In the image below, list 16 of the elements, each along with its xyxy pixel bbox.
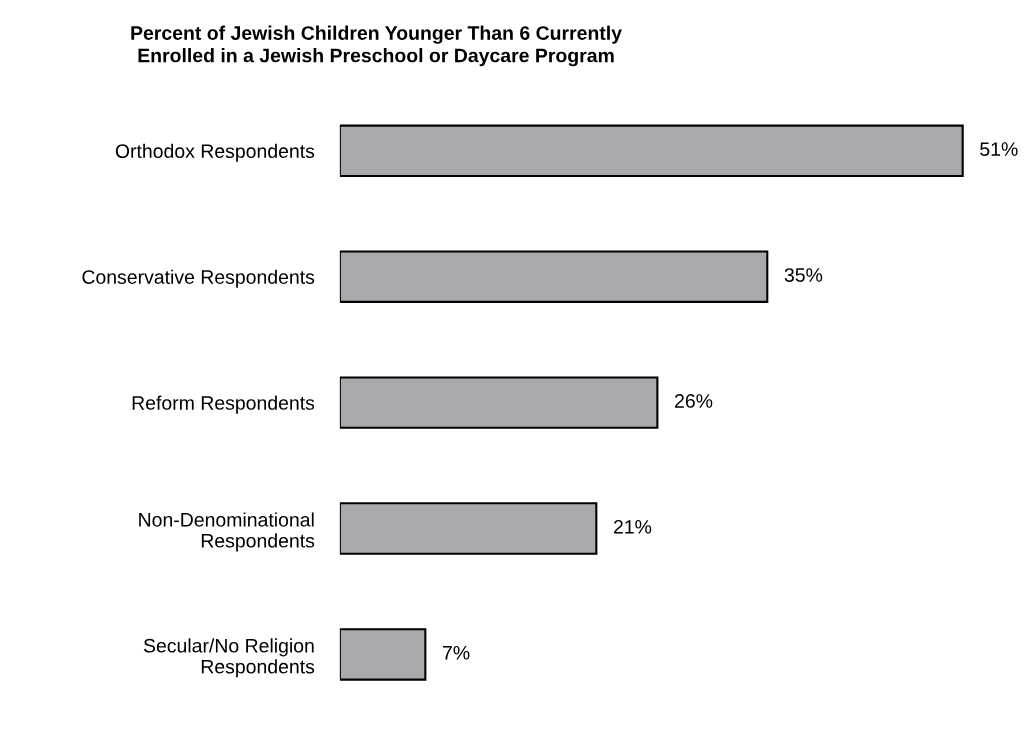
- data-label: 21%: [613, 519, 652, 534]
- bar: [339, 124, 964, 178]
- y-tick-label: Secular/No Religion Respondents: [143, 638, 315, 678]
- data-label: 51%: [980, 142, 1018, 157]
- chart-title: Percent of Jewish Children Younger Than 6 Currently Enrolled in a Jewish Preschool or Daycare Program: [131, 25, 622, 67]
- data-label: 35%: [784, 268, 823, 282]
- bar: [339, 376, 659, 429]
- data-label: 7%: [443, 645, 470, 660]
- y-tick-label: Conservative Respondents: [82, 269, 315, 288]
- bar: [339, 628, 427, 681]
- data-label: 26%: [675, 394, 713, 408]
- y-tick-label: Reform Respondents: [132, 395, 315, 414]
- y-tick-label: Non-Denominational Respondents: [139, 512, 315, 552]
- bar: [339, 502, 598, 555]
- bar: [339, 250, 769, 303]
- y-tick-label: Orthodox Respondents: [115, 143, 315, 162]
